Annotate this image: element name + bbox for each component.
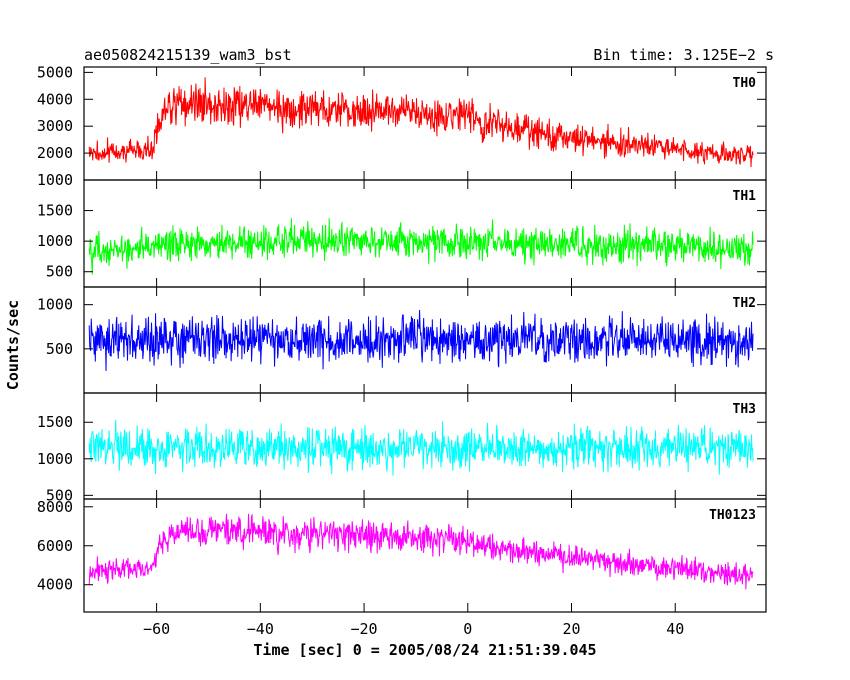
y-tick-label: 1000 bbox=[37, 296, 73, 314]
y-tick-label: 1000 bbox=[37, 232, 73, 250]
x-axis-label: Time [sec] 0 = 2005/08/24 21:51:39.045 bbox=[253, 641, 596, 659]
y-tick-label: 1500 bbox=[37, 202, 73, 220]
series-th0 bbox=[88, 77, 754, 168]
y-tick-label: 500 bbox=[46, 340, 73, 358]
panel-label: TH3 bbox=[733, 402, 756, 417]
chart-title-left: ae050824215139_wam3_bst bbox=[84, 46, 292, 64]
panel-th0: 1000 2000 3000 4000 5000 TH0 bbox=[37, 63, 767, 189]
y-tick-label: 6000 bbox=[37, 537, 73, 555]
x-axis: −60 −40 −20 0 20 40 bbox=[143, 620, 684, 638]
y-tick-label: 5000 bbox=[37, 63, 73, 81]
panel-th1: 500 1000 1500 TH1 bbox=[37, 179, 767, 288]
chart-title-right: Bin time: 3.125E−2 s bbox=[593, 46, 774, 64]
x-tick-label: 40 bbox=[666, 620, 684, 638]
panel-th0123: 4000 6000 8000 TH0123 bbox=[37, 498, 767, 613]
panel-label: TH2 bbox=[733, 296, 756, 311]
panel-frame bbox=[83, 66, 767, 181]
y-tick-label: 3000 bbox=[37, 117, 73, 135]
y-axis-label: Counts/sec bbox=[4, 300, 22, 390]
series-th2 bbox=[88, 309, 754, 372]
panel-th3: 500 1000 1500 TH3 bbox=[37, 392, 767, 504]
y-tick-label: 500 bbox=[46, 486, 73, 504]
panel-frame bbox=[83, 498, 767, 613]
series-th3 bbox=[88, 419, 754, 476]
y-tick-label: 4000 bbox=[37, 576, 73, 594]
x-tick-label: −40 bbox=[247, 620, 274, 638]
y-tick-label: 1000 bbox=[37, 171, 73, 189]
y-tick-label: 1500 bbox=[37, 413, 73, 431]
y-tick-label: 2000 bbox=[37, 144, 73, 162]
series-th1 bbox=[88, 218, 754, 275]
y-tick-label: 500 bbox=[46, 263, 73, 281]
x-tick-label: −20 bbox=[351, 620, 378, 638]
panel-th2: 500 1000 TH2 bbox=[37, 286, 767, 394]
panel-label: TH0 bbox=[733, 76, 757, 91]
y-tick-label: 4000 bbox=[37, 90, 73, 108]
panel-label: TH0123 bbox=[709, 508, 756, 523]
panel-label: TH1 bbox=[733, 189, 757, 204]
x-tick-label: 0 bbox=[463, 620, 472, 638]
y-tick-label: 8000 bbox=[37, 498, 73, 516]
y-tick-label: 1000 bbox=[37, 450, 73, 468]
panels: 10002000300040005000TH050010001500TH1500… bbox=[37, 63, 767, 613]
x-tick-label: 20 bbox=[562, 620, 580, 638]
series-th0123 bbox=[88, 513, 754, 590]
x-tick-label: −60 bbox=[143, 620, 170, 638]
